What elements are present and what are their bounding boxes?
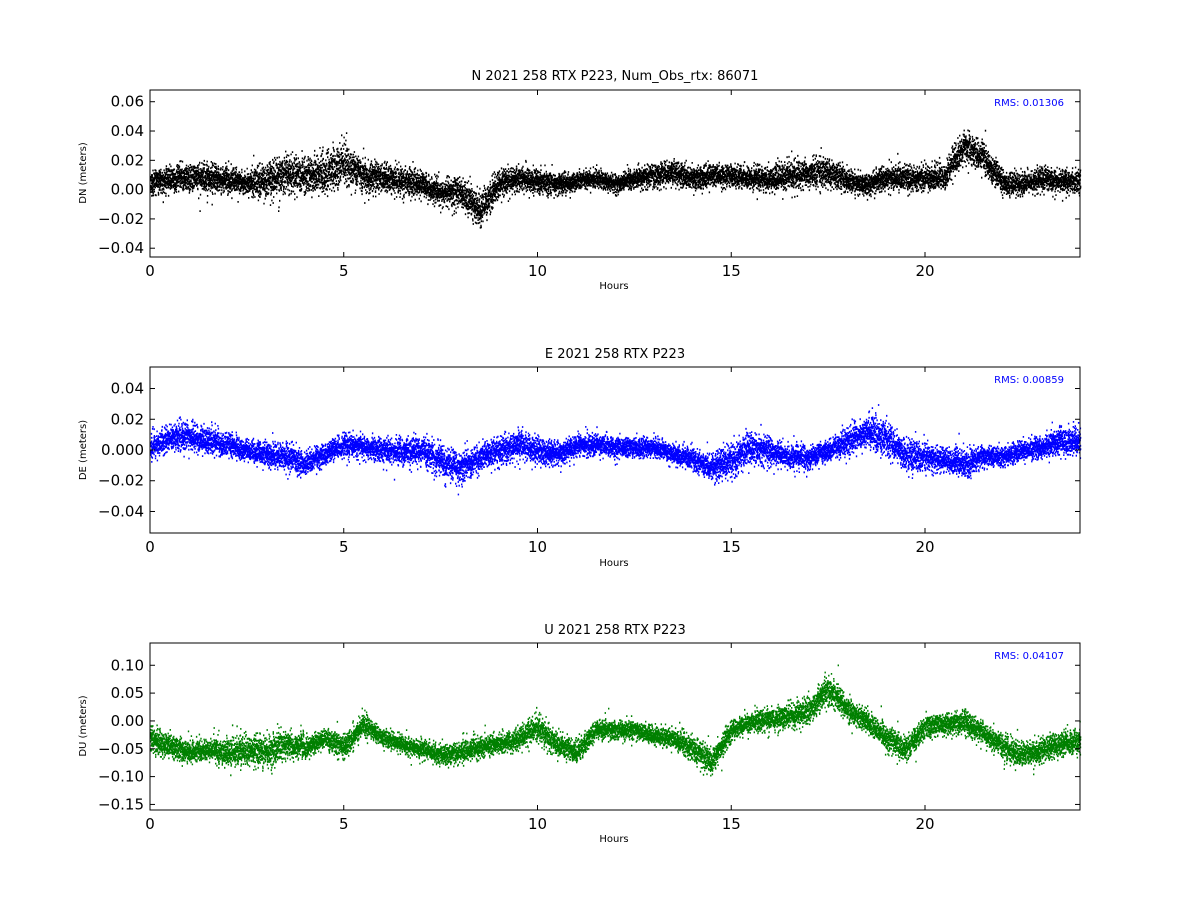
- panel-east-ytick-label: 0.000: [101, 441, 144, 459]
- panel-east: E 2021 258 RTX P223 0 5 10 15 20 −0.04 −0.02 0.…: [78, 347, 1082, 569]
- panel-up-ytick-label: −0.05: [98, 740, 144, 758]
- panel-east-ylabel: DE (meters): [78, 420, 89, 480]
- panel-north-ticks: 0 5 10 15 20 −0.04 −0.02 0.00 0.02 0.04 0.06: [98, 90, 1080, 280]
- panel-north-scatter-points: [150, 129, 1082, 229]
- panel-up-ytick-label: −0.15: [98, 795, 144, 813]
- panel-up-ytick-label: −0.10: [98, 768, 144, 786]
- panel-north-ytick-label: 0.00: [111, 181, 144, 199]
- panel-east-scatter-points: [150, 404, 1082, 496]
- panel-east-xlabel: Hours: [599, 558, 628, 569]
- panel-up-xtick-label: 15: [722, 815, 741, 833]
- panel-up-xtick-label: 20: [915, 815, 934, 833]
- panel-north-ytick-label: −0.04: [98, 239, 144, 257]
- panel-up: U 2021 258 RTX P223 0 5 10 15 20 −0.15 −0.10 −0…: [78, 623, 1082, 845]
- panel-up-ticks: 0 5 10 15 20 −0.15 −0.10 −0.05 0.00 0.05 0.10: [98, 643, 1080, 833]
- panel-east-ytick-label: 0.02: [111, 410, 144, 428]
- panel-north-xtick-label: 5: [339, 262, 349, 280]
- panel-east-ytick-label: −0.04: [98, 502, 144, 520]
- panel-north-points: [150, 129, 1082, 229]
- panel-up-xtick-label: 0: [145, 815, 155, 833]
- panel-north-xtick-label: 0: [145, 262, 155, 280]
- panel-north-ytick-label: 0.04: [111, 122, 144, 140]
- panel-east-ytick-label: −0.02: [98, 472, 144, 490]
- panel-north-frame: [149, 89, 1081, 258]
- panel-up-rms: RMS: 0.04107: [994, 651, 1064, 662]
- panel-north: N 2021 258 RTX P223, Num_Obs_rtx: 86071 …: [78, 69, 1082, 292]
- panel-east-rms: RMS: 0.00859: [994, 375, 1064, 386]
- panel-up-ylabel: DU (meters): [78, 695, 89, 756]
- panel-up-frame: [149, 642, 1081, 811]
- panel-up-ytick-label: 0.05: [111, 684, 144, 702]
- panel-north-xlabel: Hours: [599, 281, 628, 292]
- panel-north-rms: RMS: 0.01306: [994, 98, 1064, 109]
- panel-east-xtick-label: 15: [722, 538, 741, 556]
- panel-east-xtick-label: 0: [145, 538, 155, 556]
- panel-north-ytick-label: 0.02: [111, 151, 144, 169]
- panel-east-ticks: 0 5 10 15 20 −0.04 −0.02 0.000 0.02 0.04: [98, 367, 1080, 556]
- panel-up-title: U 2021 258 RTX P223: [544, 623, 686, 638]
- panel-up-xtick-label: 10: [528, 815, 547, 833]
- panel-north-title: N 2021 258 RTX P223, Num_Obs_rtx: 86071: [472, 69, 759, 84]
- panel-east-xtick-label: 20: [915, 538, 934, 556]
- panel-north-ytick-label: 0.06: [111, 93, 144, 111]
- panel-north-ytick-label: −0.02: [98, 210, 144, 228]
- panel-east-points: [150, 404, 1082, 496]
- panel-up-ytick-label: 0.00: [111, 712, 144, 730]
- panel-north-xtick-label: 10: [528, 262, 547, 280]
- panel-east-title: E 2021 258 RTX P223: [545, 347, 685, 362]
- panel-north-xtick-label: 20: [915, 262, 934, 280]
- panel-up-ytick-label: 0.10: [111, 656, 144, 674]
- panel-north-ylabel: DN (meters): [78, 142, 89, 204]
- panel-up-xlabel: Hours: [599, 834, 628, 845]
- panel-east-ytick-label: 0.04: [111, 380, 144, 398]
- panel-east-xtick-label: 5: [339, 538, 349, 556]
- panel-north-xtick-label: 15: [722, 262, 741, 280]
- panel-up-xtick-label: 5: [339, 815, 349, 833]
- panel-east-xtick-label: 10: [528, 538, 547, 556]
